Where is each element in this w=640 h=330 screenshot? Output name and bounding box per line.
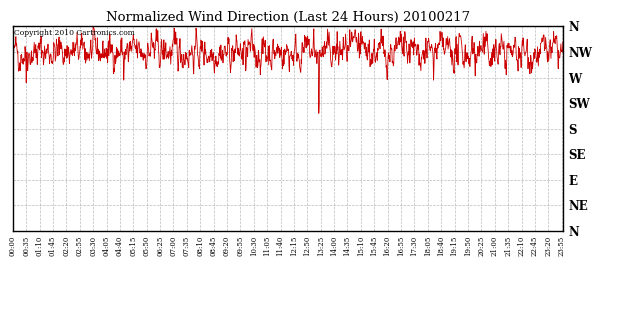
Title: Normalized Wind Direction (Last 24 Hours) 20100217: Normalized Wind Direction (Last 24 Hours… — [106, 11, 470, 24]
Text: Copyright 2010 Cartronics.com: Copyright 2010 Cartronics.com — [14, 29, 135, 38]
